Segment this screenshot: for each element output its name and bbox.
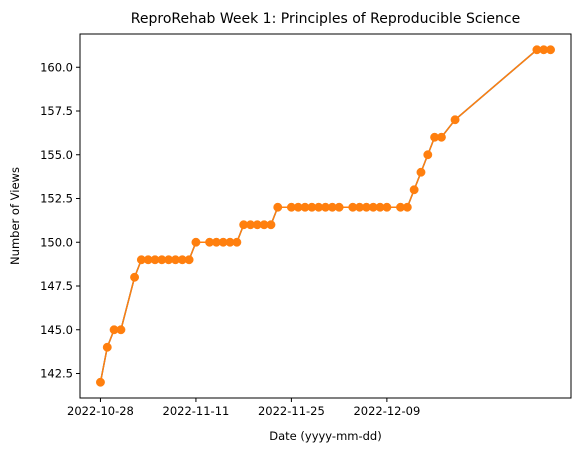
y-tick-label: 147.5 [40,279,73,293]
data-point [334,202,344,212]
data-point [423,150,433,160]
data-point [266,220,276,230]
data-point [436,132,446,142]
data-point [184,255,194,265]
axes-layer: 2022-10-28 2022-11-11 2022-11-25 2022-12-09… [40,60,420,418]
x-tick-label: 2022-10-28 [67,404,134,418]
x-tick-label: 2022-11-25 [258,404,325,418]
data-point [416,167,426,177]
y-tick-label: 152.5 [40,192,73,206]
data-point [232,237,242,247]
x-axis-label: Date (yyyy-mm-dd) [269,429,381,443]
data-point [402,202,412,212]
x-tick-label: 2022-11-11 [163,404,230,418]
y-tick-label: 145.0 [40,323,73,337]
y-axis-label: Number of Views [8,167,22,265]
data-point [96,377,105,387]
data-point [382,202,392,212]
data-point [102,342,112,352]
y-tick-label: 157.5 [40,104,73,118]
data-point [116,325,126,335]
data-point [546,45,555,55]
y-tick-label: 142.5 [40,367,73,381]
y-tick-label: 150.0 [40,235,73,249]
chart-title: ReproRehab Week 1: Principles of Reprodu… [131,11,520,27]
data-point [450,115,460,125]
series-layer [96,45,555,387]
y-tick-label: 155.0 [40,148,73,162]
y-tick-label: 160.0 [40,60,73,74]
plot-frame [79,33,572,399]
data-point [409,185,419,195]
x-tick-label: 2022-12-09 [353,404,420,418]
plot-background [80,34,571,398]
data-point [130,272,140,282]
data-point [273,202,283,212]
data-point [191,237,201,247]
